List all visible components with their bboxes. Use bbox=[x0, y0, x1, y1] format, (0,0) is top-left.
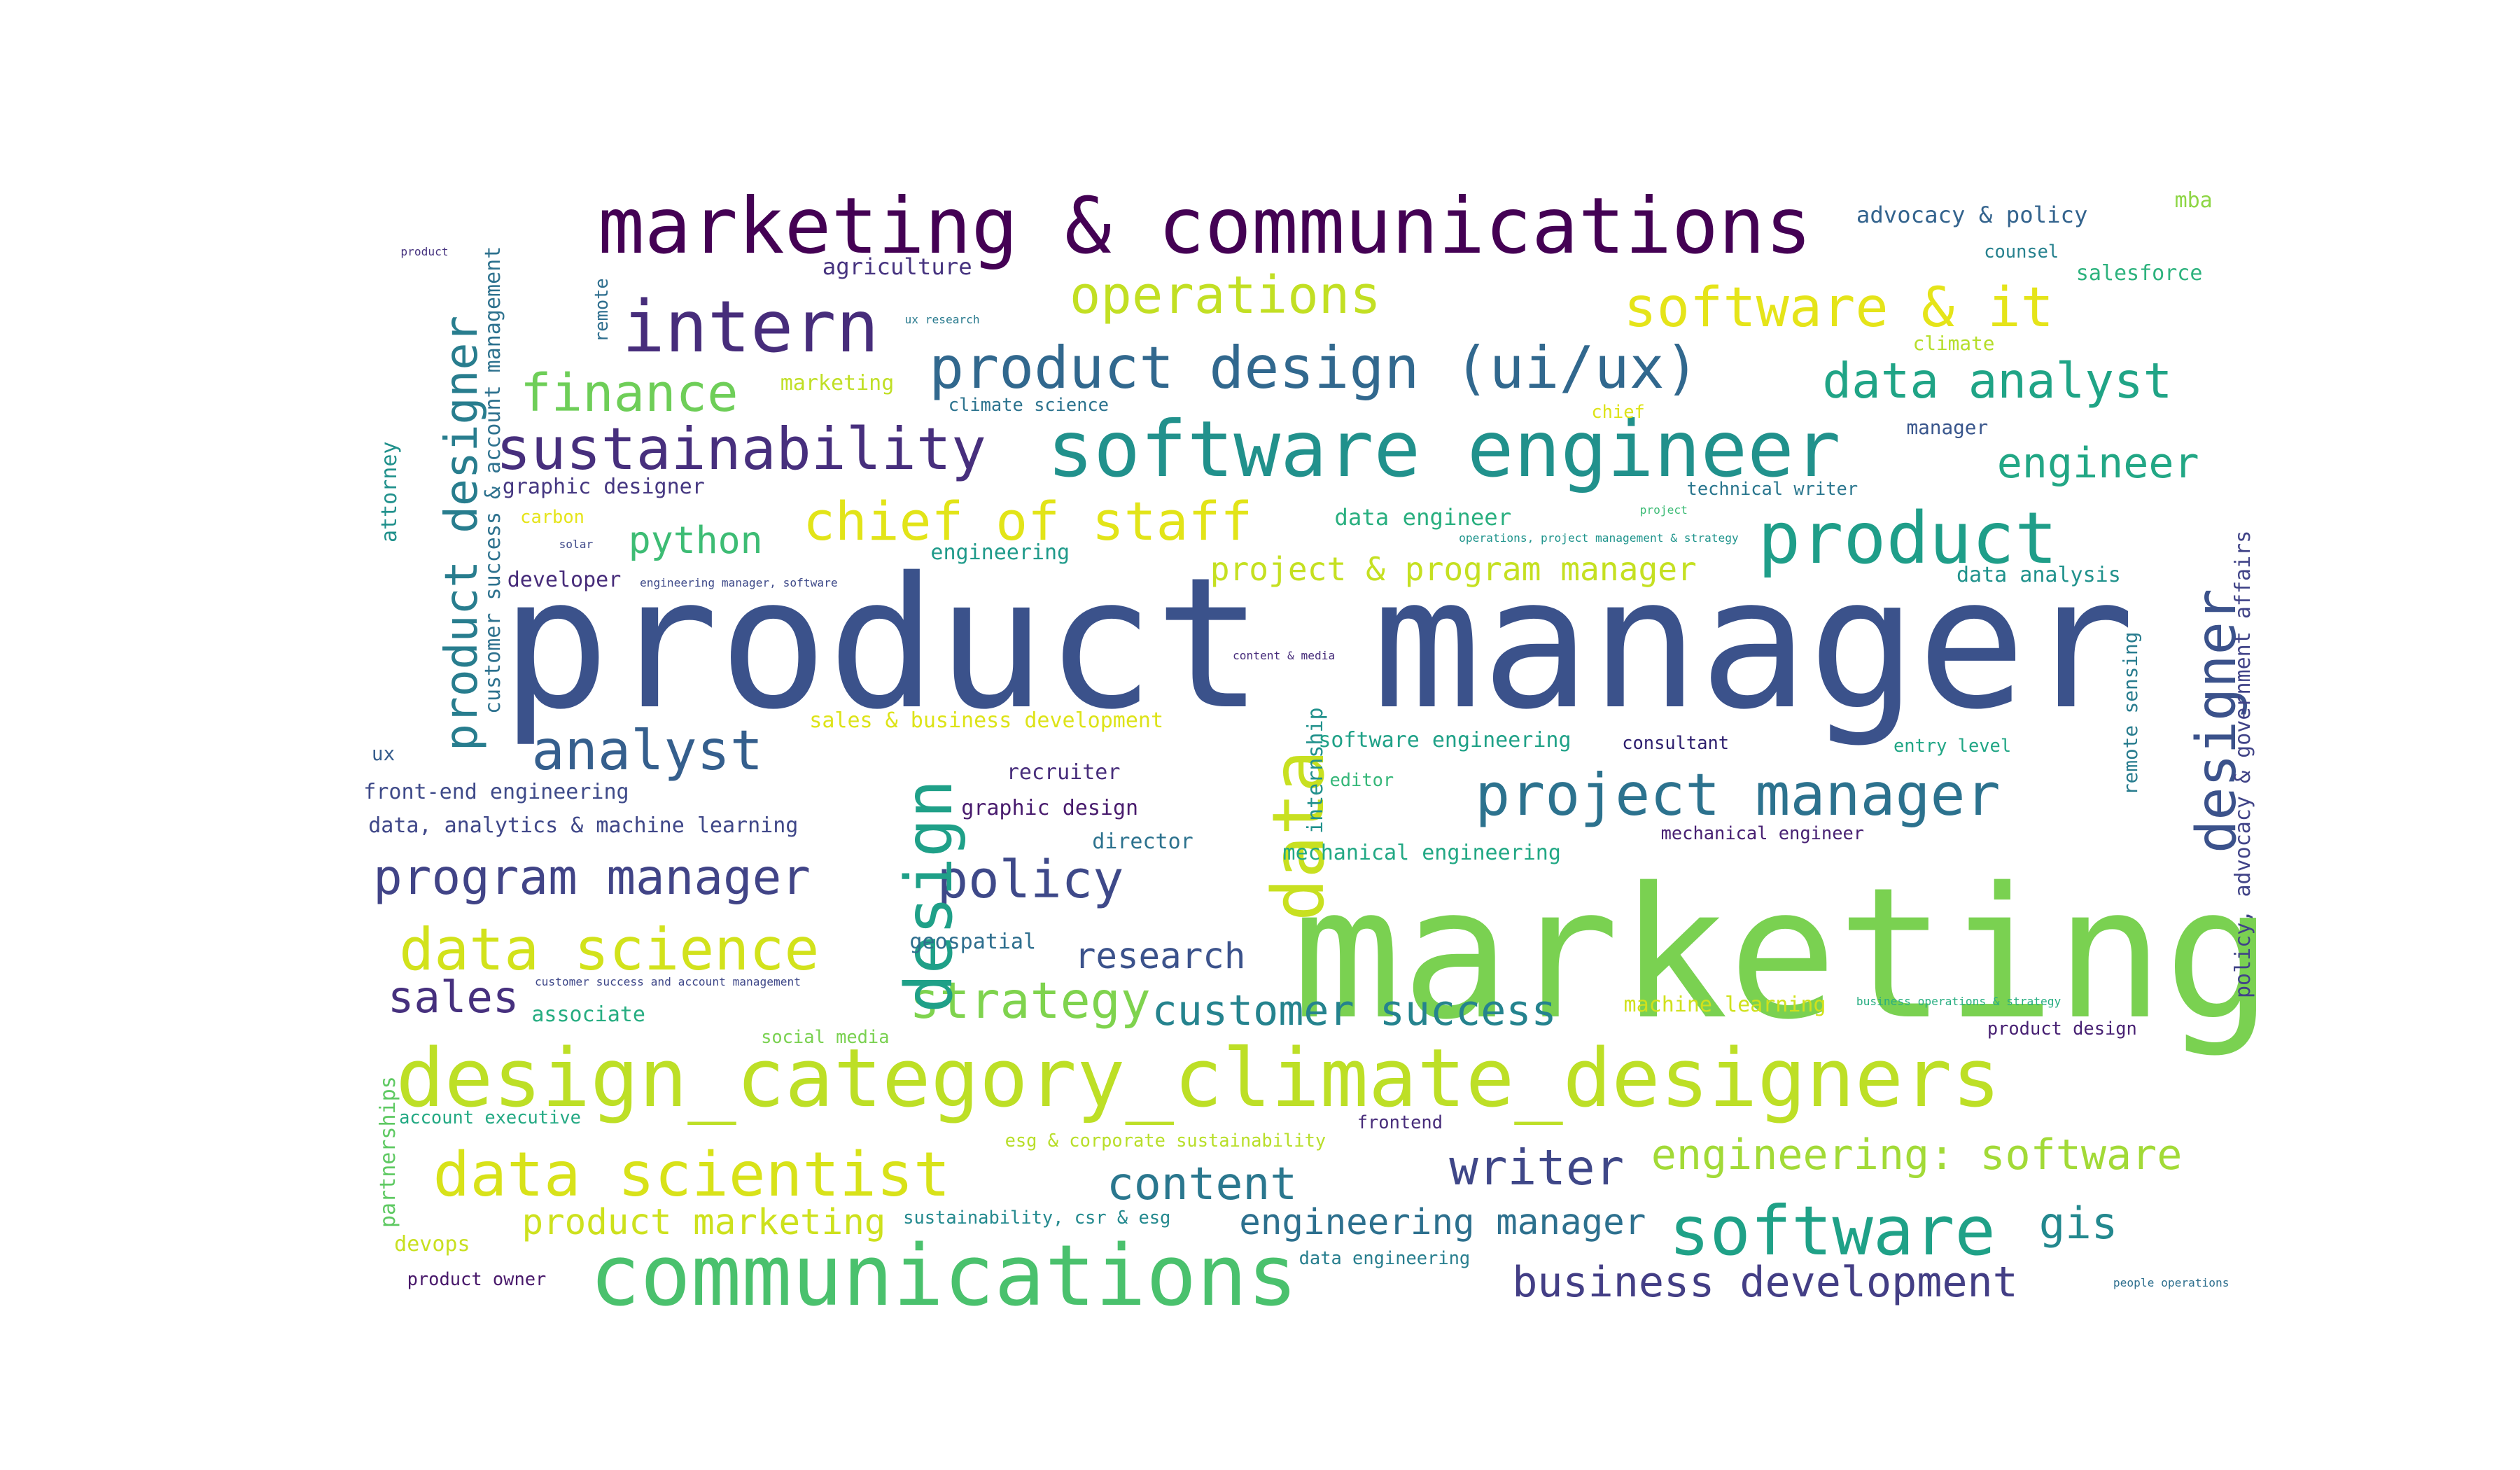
word-advocacy-policy: advocacy & policy bbox=[1856, 201, 2088, 228]
word-project-manager: project manager bbox=[1475, 760, 2001, 829]
word-customer-success-account-management: customer success & account management bbox=[481, 246, 506, 715]
word-project: project bbox=[1639, 503, 1688, 517]
word-technical-writer: technical writer bbox=[1686, 478, 1858, 500]
word-business-operations-strategy: business operations & strategy bbox=[1856, 994, 2062, 1008]
word-salesforce: salesforce bbox=[2076, 260, 2203, 286]
word-data-analytics-machine-learning: data, analytics & machine learning bbox=[368, 813, 799, 839]
word-marketing: marketing bbox=[780, 370, 895, 396]
word-front-end-engineering: front-end engineering bbox=[363, 779, 629, 804]
word-graphic-design: graphic design bbox=[961, 795, 1139, 820]
word-intern: intern bbox=[622, 286, 879, 368]
word-mechanical-engineer: mechanical engineer bbox=[1660, 822, 1865, 844]
word-manager: manager bbox=[1906, 415, 1989, 439]
word-consultant: consultant bbox=[1622, 732, 1730, 753]
word-engineer: engineer bbox=[1996, 438, 2199, 488]
word-remote-sensing: remote sensing bbox=[2119, 631, 2143, 795]
word-recruiter: recruiter bbox=[1006, 760, 1121, 785]
word-solar: solar bbox=[559, 537, 594, 551]
word-sales-business-development: sales & business development bbox=[809, 708, 1164, 734]
word-machine-learning: machine learning bbox=[1623, 993, 1826, 1018]
word-attorney: attorney bbox=[377, 441, 402, 543]
word-product: product bbox=[400, 245, 449, 259]
word-partnerships: partnerships bbox=[376, 1076, 401, 1228]
word-marketing: marketing bbox=[1292, 848, 2274, 1059]
word-people-operations: people operations bbox=[2113, 1275, 2230, 1289]
word-data-scientist: data scientist bbox=[433, 1138, 951, 1210]
word-associate: associate bbox=[531, 1002, 645, 1028]
word-writer: writer bbox=[1449, 1140, 1625, 1197]
word-operations: operations bbox=[1069, 265, 1381, 326]
word-product-designer: product designer bbox=[435, 315, 488, 752]
word-marketing-communications: marketing & communications bbox=[597, 181, 1812, 272]
word-product-owner: product owner bbox=[407, 1268, 547, 1290]
word-carbon: carbon bbox=[520, 505, 584, 527]
word-communications: communications bbox=[589, 1228, 1298, 1326]
word-editor: editor bbox=[1329, 769, 1394, 790]
word-software-it: software & it bbox=[1623, 275, 2054, 340]
word-product: product bbox=[1758, 497, 2058, 580]
word-strategy: strategy bbox=[909, 971, 1151, 1030]
word-business-development: business development bbox=[1512, 1257, 2018, 1307]
word-chief-of-staff: chief of staff bbox=[803, 489, 1253, 552]
word-mechanical-engineering: mechanical engineering bbox=[1282, 841, 1561, 866]
word-data-analysis: data analysis bbox=[1956, 563, 2121, 588]
word-data-science: data science bbox=[399, 916, 820, 984]
word-devops: devops bbox=[394, 1231, 470, 1256]
word-software-engineering: software engineering bbox=[1318, 727, 1572, 752]
word-chief: chief bbox=[1591, 400, 1645, 422]
word-software-engineer: software engineer bbox=[1046, 404, 1841, 495]
word-customer-success-and-account-management: customer success and account management bbox=[534, 975, 802, 989]
word-engineering: engineering bbox=[930, 540, 1070, 566]
word-frontend: frontend bbox=[1357, 1112, 1443, 1133]
word-data-engineering: data engineering bbox=[1298, 1247, 1471, 1269]
word-product-manager: product manager bbox=[500, 538, 2135, 749]
word-data-engineer: data engineer bbox=[1334, 503, 1512, 531]
word-ux: ux bbox=[371, 742, 396, 766]
word-policy-advocacy-government-affairs: policy, advocacy & government affairs bbox=[2230, 531, 2255, 999]
word-geospatial: geospatial bbox=[909, 930, 1037, 955]
word-sales: sales bbox=[387, 971, 519, 1023]
word-finance: finance bbox=[520, 363, 738, 424]
word-gis: gis bbox=[2038, 1198, 2118, 1249]
word-program-manager: program manager bbox=[373, 850, 811, 906]
word-product-marketing: product marketing bbox=[522, 1201, 886, 1243]
word-policy: policy bbox=[937, 850, 1124, 911]
word-climate-science: climate science bbox=[948, 394, 1110, 416]
word-internship: internship bbox=[1303, 707, 1328, 834]
word-engineering-manager: engineering manager bbox=[1239, 1201, 1646, 1243]
word-operations-project-management-strategy: operations, project management & strateg… bbox=[1459, 531, 1739, 545]
word-data-analyst: data analyst bbox=[1822, 354, 2173, 410]
word-director: director bbox=[1092, 830, 1194, 855]
word-product-design-ui-ux: product design (ui/ux) bbox=[929, 334, 1700, 402]
word-esg-corporate-sustainability: esg & corporate sustainability bbox=[1004, 1129, 1326, 1151]
word-design-category-climate-designers: design_category_climate_designers bbox=[396, 1032, 2001, 1126]
word-counsel: counsel bbox=[1984, 241, 2059, 262]
word-customer-success: customer success bbox=[1152, 986, 1557, 1036]
word-graphic-designer: graphic designer bbox=[502, 474, 705, 499]
word-sustainability-csr-esg: sustainability, csr & esg bbox=[903, 1207, 1171, 1228]
word-product-design: product design bbox=[1987, 1018, 2137, 1040]
word-research: research bbox=[1074, 934, 1246, 976]
word-software: software bbox=[1669, 1191, 1996, 1270]
word-agriculture: agriculture bbox=[822, 253, 972, 280]
word-ux-research: ux research bbox=[904, 312, 980, 326]
word-social-media: social media bbox=[761, 1026, 890, 1047]
word-project-program-manager: project & program manager bbox=[1210, 550, 1697, 589]
word-climate: climate bbox=[1912, 331, 1995, 355]
word-entry-level: entry level bbox=[1893, 735, 2012, 757]
word-engineering-software: engineering: software bbox=[1651, 1130, 2183, 1180]
word-python: python bbox=[628, 518, 763, 562]
word-mba: mba bbox=[2174, 188, 2213, 214]
word-account-executive: account executive bbox=[399, 1107, 581, 1128]
word-remote: remote bbox=[591, 278, 612, 343]
word-developer: developer bbox=[507, 568, 622, 593]
word-design: design bbox=[890, 779, 967, 1014]
word-content: content bbox=[1106, 1157, 1298, 1210]
word-engineering-manager-software: engineering manager, software bbox=[639, 576, 838, 590]
word-content-media: content & media bbox=[1233, 649, 1336, 663]
word-sustainability: sustainability bbox=[496, 414, 986, 483]
word-analyst: analyst bbox=[531, 718, 764, 783]
